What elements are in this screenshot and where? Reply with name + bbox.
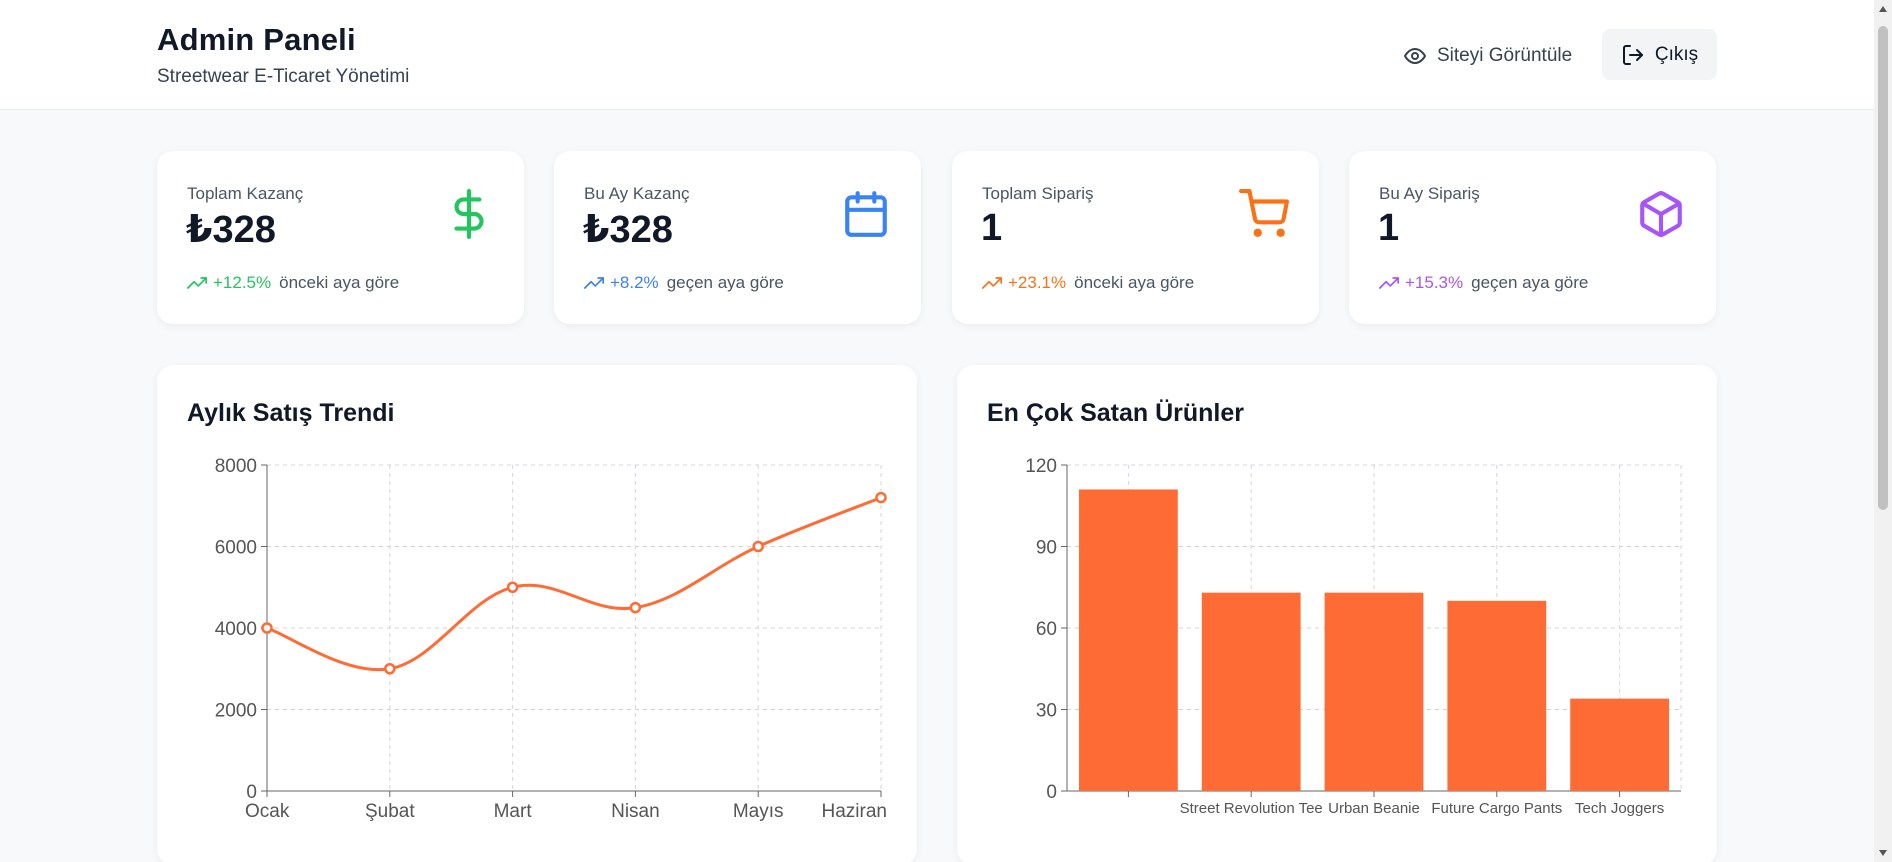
trending-up-icon [584, 277, 604, 289]
x-tick-label: Nisan [611, 801, 660, 822]
calendar-icon [845, 191, 887, 237]
data-point[interactable] [875, 491, 887, 504]
x-tick-label: Urban Beanie [1328, 800, 1420, 817]
stat-change-note: geçen aya göre [1471, 273, 1589, 292]
view-site-button[interactable]: Siteyi Görüntüle [1403, 38, 1572, 74]
scroll-up-arrow-icon[interactable] [1879, 6, 1887, 12]
stat-change: +8.2% [610, 273, 659, 292]
y-tick-label: 120 [1025, 456, 1057, 477]
scroll-down-arrow-icon[interactable] [1879, 850, 1887, 856]
data-point[interactable] [261, 622, 273, 634]
y-tick-label: 0 [1046, 782, 1057, 803]
stat-change: +23.1% [1008, 273, 1067, 292]
data-point[interactable] [629, 601, 642, 614]
stat-change: +12.5% [213, 273, 272, 292]
stat-value: ₺328 [583, 209, 673, 251]
y-tick-label: 30 [1036, 701, 1057, 722]
stat-card-month-orders: Bu Ay Sipariş 1 +15.3% geçen aya göre [1349, 151, 1716, 324]
y-tick-label: 6000 [215, 538, 257, 559]
data-point[interactable] [506, 581, 519, 593]
stat-value: 1 [981, 207, 1003, 249]
x-tick-label: Mayıs [733, 801, 784, 822]
stat-label: Bu Ay Sipariş [1379, 184, 1480, 203]
x-tick-label: Tech Joggers [1575, 800, 1664, 817]
stat-trend: +12.5% önceki aya göre [187, 273, 399, 293]
series-line [266, 496, 882, 672]
x-tick-label: Haziran [822, 801, 887, 822]
x-tick-label: Street Revolution Tee [1180, 800, 1323, 817]
y-tick-label: 60 [1036, 619, 1057, 640]
brand: Admin Paneli Streetwear E-Ticaret Yöneti… [157, 22, 409, 88]
stat-trend: +23.1% önceki aya göre [982, 273, 1194, 293]
bar[interactable] [1079, 489, 1178, 791]
top-products-chart: 0 30 60 90 120 Street Revolution Tee Urban Bea… [1025, 456, 1682, 817]
stat-label: Toplam Sipariş [982, 184, 1094, 203]
bar[interactable] [1324, 592, 1424, 791]
x-tick-label: Future Cargo Pants [1431, 800, 1562, 817]
panel-title: Aylık Satış Trendi [187, 399, 395, 427]
bar[interactable] [1201, 592, 1301, 791]
view-site-label: Siteyi Görüntüle [1437, 45, 1573, 66]
panel-title: En Çok Satan Ürünler [987, 399, 1244, 427]
trending-up-icon [187, 277, 207, 289]
y-tick-label: 90 [1036, 538, 1057, 559]
y-tick-label: 2000 [215, 701, 257, 722]
stat-label: Toplam Kazanç [187, 184, 304, 203]
stat-card-total-revenue: Toplam Kazanç ₺328 +12.5% önceki aya gör… [157, 151, 524, 324]
logout-icon [1622, 44, 1643, 65]
page-subtitle: Streetwear E-Ticaret Yönetimi [157, 66, 410, 87]
bar[interactable] [1570, 698, 1669, 791]
top-products-panel: En Çok Satan Ürünler 0 30 60 90 120 Street Re… [957, 365, 1717, 862]
box-icon [1640, 191, 1682, 238]
cart-icon [1239, 189, 1289, 237]
sales-trend-panel: Aylık Satış Trendi 0 2000 4000 6000 8000 Ocak… [157, 365, 917, 862]
page-title: Admin Paneli [157, 22, 356, 57]
stat-change: +15.3% [1405, 273, 1464, 292]
stat-trend: +15.3% geçen aya göre [1379, 273, 1588, 293]
dollar-icon [454, 189, 484, 239]
data-point[interactable] [752, 540, 764, 553]
y-tick-label: 8000 [215, 456, 257, 477]
x-tick-label: Şubat [365, 801, 415, 822]
logout-button[interactable]: Çıkış [1602, 29, 1717, 80]
stat-trend: +8.2% geçen aya göre [584, 273, 784, 293]
page-scrollbar[interactable] [1874, 0, 1892, 862]
stat-value: ₺328 [186, 209, 276, 251]
scroll-thumb[interactable] [1878, 26, 1888, 510]
bar[interactable] [1447, 600, 1547, 791]
logout-label: Çıkış [1654, 43, 1699, 65]
stat-change-note: geçen aya göre [666, 273, 784, 292]
stat-value: 1 [1378, 207, 1400, 249]
stat-change-note: önceki aya göre [279, 273, 400, 292]
x-tick-label: Ocak [245, 801, 290, 822]
stat-card-total-orders: Toplam Sipariş 1 +23.1% önceki aya göre [952, 151, 1319, 324]
trending-up-icon [982, 277, 1002, 289]
x-tick-label: Mart [494, 801, 533, 822]
stat-card-month-revenue: Bu Ay Kazanç ₺328 +8.2% geçen aya göre [554, 151, 921, 324]
y-tick-label: 0 [246, 782, 257, 803]
eye-icon [1404, 48, 1426, 64]
stat-label: Bu Ay Kazanç [584, 184, 690, 203]
sales-trend-chart: 0 2000 4000 6000 8000 Ocak Şubat Mart Nisan Mayıs… [215, 456, 887, 822]
stat-change-note: önceki aya göre [1074, 273, 1195, 292]
y-tick-label: 4000 [215, 619, 257, 640]
top-header: Admin Paneli Streetwear E-Ticaret Yöneti… [0, 0, 1874, 110]
trending-up-icon [1379, 277, 1399, 289]
data-point[interactable] [384, 663, 396, 675]
